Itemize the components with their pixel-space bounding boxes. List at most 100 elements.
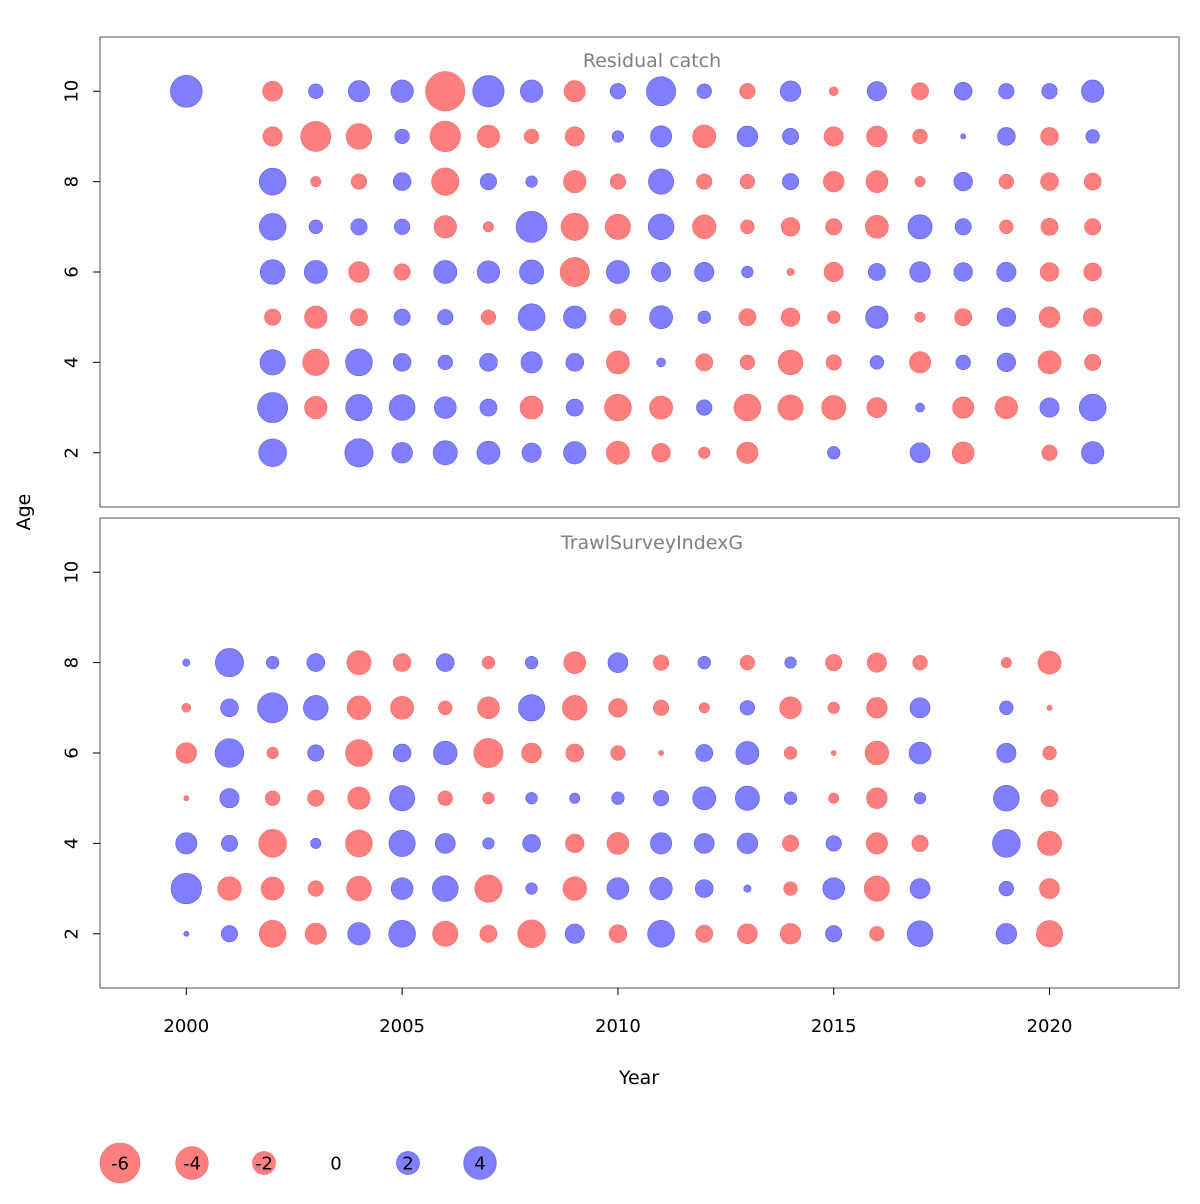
- bubble-positive: [996, 743, 1017, 763]
- bubble-negative: [604, 393, 632, 422]
- bubble-negative: [865, 832, 888, 855]
- bubble-positive: [472, 75, 505, 108]
- bubble-negative: [823, 126, 844, 147]
- bubble-negative: [432, 920, 459, 947]
- bubble-negative: [911, 82, 929, 101]
- bubble-positive: [955, 354, 971, 370]
- bubble-negative: [692, 124, 717, 149]
- bubble-positive: [909, 697, 931, 719]
- bubble-positive: [524, 655, 539, 670]
- bubble-positive: [694, 262, 715, 282]
- bubble-negative: [828, 86, 839, 97]
- bubble-positive: [653, 790, 670, 807]
- bubble-negative: [952, 396, 975, 419]
- x-tick-label: 2000: [163, 1016, 209, 1037]
- bubble-positive: [221, 834, 238, 852]
- bubble-negative: [1083, 262, 1102, 282]
- bubble-negative: [307, 880, 324, 897]
- bubble-positive: [906, 920, 934, 947]
- bubble-positive: [999, 700, 1014, 715]
- bubble-positive: [1039, 397, 1060, 418]
- bubble-negative: [825, 654, 843, 672]
- bubble-negative: [482, 221, 494, 233]
- bubble-positive: [434, 833, 456, 854]
- bubble-positive: [734, 785, 760, 811]
- bubble-negative: [559, 257, 590, 287]
- bubble-positive: [648, 168, 675, 195]
- bubble-positive: [476, 440, 501, 465]
- bubble-negative: [562, 695, 588, 721]
- bubble-negative: [563, 651, 587, 674]
- bubble-negative: [479, 924, 498, 943]
- bubble-positive: [214, 738, 245, 768]
- legend-bubble-negative: [175, 1146, 209, 1180]
- bubble-negative: [429, 120, 461, 153]
- legend-label: 4: [474, 1153, 485, 1174]
- bubble-negative: [695, 924, 714, 943]
- bubble-negative: [183, 795, 190, 802]
- bubble-negative: [1036, 920, 1063, 948]
- bubble-negative: [609, 308, 627, 326]
- panel-residual-catch: Residual catch 2 4 6 8 10: [61, 36, 1180, 508]
- bubble-negative: [606, 350, 630, 375]
- bubble-positive: [525, 175, 538, 188]
- bubble-positive: [517, 303, 546, 331]
- bubble-negative: [825, 218, 843, 236]
- bubble-negative: [866, 697, 888, 719]
- bubble-negative: [649, 395, 673, 420]
- bubble-positive: [565, 398, 584, 417]
- bubble-positive: [1078, 393, 1107, 422]
- bubble-negative: [914, 176, 926, 188]
- bubble-negative: [481, 655, 496, 670]
- bubble-negative: [562, 876, 587, 901]
- bubble-positive: [307, 744, 325, 762]
- bubble-positive: [782, 127, 800, 145]
- bubble-positive: [954, 218, 972, 236]
- bubble-positive: [308, 219, 323, 234]
- bubble-positive: [345, 394, 373, 422]
- bubble-positive: [390, 79, 414, 103]
- bubble-negative: [390, 695, 414, 720]
- bubble-positive: [822, 877, 845, 900]
- y-tick-label: 2: [61, 447, 82, 458]
- bubble-negative: [863, 875, 890, 902]
- bubble-negative: [1037, 830, 1062, 856]
- bubble-positive: [565, 353, 585, 372]
- bubble-positive: [522, 834, 541, 853]
- bubble-positive: [693, 833, 715, 854]
- bubble-positive: [649, 877, 673, 901]
- legend-bubble-positive: [396, 1151, 420, 1175]
- bubble-negative: [565, 833, 585, 853]
- bubble-positive: [909, 442, 931, 464]
- bubble-negative: [392, 653, 412, 672]
- panel-title: Residual catch: [583, 50, 721, 72]
- bubble-positive: [388, 829, 416, 857]
- bubble-negative: [1037, 650, 1062, 675]
- bubble-positive: [479, 398, 498, 417]
- bubble-negative: [262, 80, 283, 102]
- bubble-negative: [564, 126, 585, 147]
- bubble-negative: [999, 219, 1014, 234]
- bubble-positive: [437, 309, 454, 326]
- bubble-negative: [914, 311, 926, 323]
- bubble-negative: [565, 743, 585, 763]
- bubble-positive: [909, 878, 931, 899]
- bubble-positive: [992, 829, 1021, 858]
- bubble-positive: [392, 743, 412, 763]
- bubble-positive: [611, 130, 624, 143]
- bubble-positive: [827, 446, 841, 460]
- bubble-negative: [258, 829, 287, 858]
- bubble-negative: [302, 348, 330, 376]
- bubble-positive: [953, 81, 973, 101]
- bubble-negative: [563, 80, 586, 103]
- bubble-negative: [866, 787, 888, 809]
- bubble-positive: [649, 305, 673, 330]
- bubble-positive: [394, 218, 411, 235]
- bubble-positive: [694, 879, 714, 898]
- bubble-negative: [739, 655, 756, 671]
- bubble-positive: [183, 930, 190, 937]
- bubble-positive: [606, 877, 630, 900]
- bubble-negative: [780, 307, 801, 327]
